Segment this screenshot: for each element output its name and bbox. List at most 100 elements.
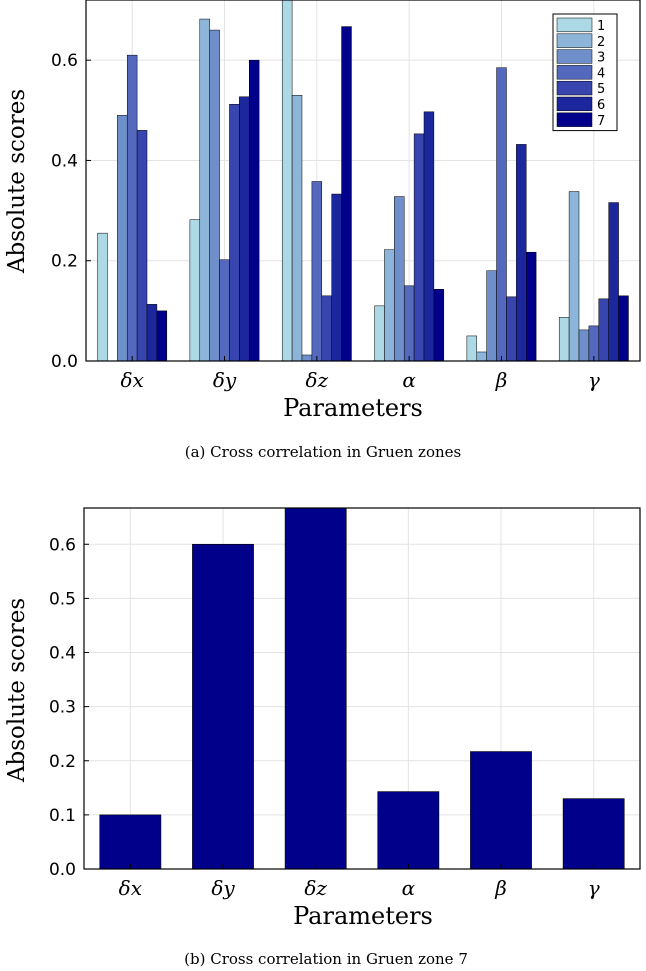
chart-a-bar-zone-2 [291, 95, 303, 362]
b-ytick-label: 0.0 [49, 860, 76, 880]
chart-a-bar-zone-2 [476, 351, 487, 362]
chart-a-bar-zone-6 [608, 202, 619, 362]
chart-a-bar-zone-3 [486, 270, 497, 362]
chart-b-y-axis-label: Absolute scores [4, 598, 30, 783]
a-xtick-label: δz [306, 368, 329, 392]
chart-a-x-ticks: δx δy δz α β γ [121, 356, 600, 392]
chart-b-gridlines [84, 508, 640, 870]
chart-a-legend-label-7: 7 [597, 114, 605, 129]
chart-a-bar-zone-1 [97, 232, 108, 362]
chart-a-bar-zone-2 [568, 191, 580, 362]
chart-a-bar-zone-7 [341, 26, 352, 362]
chart-a-caption: (a) Cross correlation in Gruen zones [185, 443, 461, 461]
b-ytick-label: 0.2 [49, 752, 76, 772]
chart-a-bar-zone-1 [281, 0, 293, 362]
chart-a-y-axis-label: Absolute scores [4, 89, 30, 274]
chart-a-bar-zone-3 [209, 29, 220, 362]
chart-a-legend-label-6: 6 [597, 98, 605, 113]
chart-a-bar-zone-4 [126, 54, 138, 362]
chart-a-bar-zone-7 [156, 310, 168, 362]
chart-a-bar-zone-5 [321, 295, 332, 362]
a-ytick-label: 0.0 [51, 352, 78, 372]
a-ytick-label: 0.4 [51, 151, 78, 171]
chart-a-legend-swatch-5 [556, 80, 593, 96]
chart-a-bar-zone-4 [403, 285, 415, 362]
chart-a-bar-zone-6 [146, 304, 158, 362]
chart-a-legend-label-2: 2 [597, 35, 605, 50]
chart-a-bar-zone-5 [598, 298, 609, 362]
chart-a-bar-zone-1 [189, 219, 201, 362]
chart-a-bar-zone-4 [588, 325, 600, 362]
chart-a-bar-zone-6 [239, 96, 250, 362]
chart-a-bar-zone-5 [136, 130, 148, 362]
chart-b-gruen-zone-7: 0.0 0.1 0.2 0.3 0.4 0.5 0.6 δx δy δz α β γ Paramete… [4, 507, 641, 968]
chart-a-bar-zone-3 [117, 115, 128, 362]
chart-b-bar [470, 751, 532, 870]
chart-b-bar [192, 543, 254, 870]
chart-b-caption: (b) Cross correlation in Gruen zone 7 [184, 950, 468, 968]
b-ytick-label: 0.3 [49, 698, 76, 718]
chart-a-legend-swatch-1 [556, 17, 593, 33]
chart-a-bar-zone-2 [199, 18, 210, 362]
chart-a-bars [97, 0, 629, 362]
a-xtick-label: β [495, 368, 508, 392]
chart-a-bar-zone-6 [423, 111, 435, 362]
chart-a-bar-zone-7 [525, 251, 537, 362]
b-ytick-label: 0.4 [49, 644, 76, 664]
chart-a-bar-zone-5 [413, 133, 425, 362]
chart-b-bar [562, 798, 625, 870]
chart-a-bar-zone-7 [618, 295, 629, 362]
chart-a-bar-zone-1 [558, 317, 570, 362]
chart-b-y-ticks: 0.0 0.1 0.2 0.3 0.4 0.5 0.6 [49, 535, 89, 880]
chart-a-legend-swatch-7 [556, 112, 593, 127]
b-ytick-label: 0.5 [49, 589, 76, 609]
chart-a-bar-zone-7 [433, 289, 445, 362]
chart-a-x-axis-label: Parameters [283, 394, 423, 422]
b-xtick-label: δx [119, 876, 142, 900]
chart-a-bar-zone-6 [331, 193, 342, 362]
a-ytick-label: 0.6 [51, 51, 78, 71]
a-xtick-label: δx [121, 368, 144, 392]
chart-a-bar-zone-3 [301, 354, 313, 362]
b-xtick-label: β [494, 876, 507, 900]
b-ytick-label: 0.1 [49, 806, 76, 826]
chart-a-plot-frame [85, 0, 641, 362]
chart-a-bar-zone-3 [394, 196, 405, 362]
chart-b-x-ticks: δx δy δz α β γ [119, 864, 600, 900]
chart-a-legend-label-5: 5 [597, 82, 605, 97]
chart-a-legend-label-1: 1 [597, 19, 605, 34]
chart-a-bar-zone-3 [578, 329, 590, 362]
chart-a-bar-zone-6 [516, 144, 527, 362]
chart-a-bar-zone-1 [466, 335, 478, 362]
chart-b-bars [99, 507, 625, 870]
chart-a-bar-zone-5 [506, 296, 517, 362]
chart-a-bar-zone-4 [219, 259, 230, 362]
chart-a-bar-zone-1 [374, 305, 385, 362]
chart-a-bar-zone-4 [496, 67, 507, 362]
a-xtick-label: γ [588, 368, 600, 392]
chart-b-bar [377, 791, 440, 870]
a-xtick-label: δy [213, 368, 237, 392]
chart-b-x-axis-label: Parameters [293, 902, 433, 930]
chart-b-bar [99, 814, 162, 870]
chart-a-bar-zone-5 [229, 104, 240, 362]
chart-a-bar-zone-4 [311, 181, 323, 362]
chart-a-legend-label-3: 3 [597, 51, 605, 66]
chart-a-legend-swatch-3 [556, 49, 593, 64]
chart-a-legend-swatch-2 [556, 33, 593, 48]
chart-b-plot-frame [83, 507, 641, 870]
chart-a-legend-swatch-4 [556, 65, 593, 80]
chart-a-legend-swatch-6 [556, 96, 593, 112]
chart-a-y-ticks: 0.0 0.2 0.4 0.6 [51, 51, 91, 372]
chart-a-bar-zone-2 [384, 249, 395, 362]
chart-a-bar-zone-7 [248, 59, 260, 362]
a-xtick-label: α [402, 368, 416, 392]
a-ytick-label: 0.2 [51, 252, 78, 272]
b-xtick-label: δy [211, 876, 235, 900]
b-xtick-label: δz [304, 876, 327, 900]
chart-a-legend-label-4: 4 [597, 66, 605, 81]
b-ytick-label: 0.6 [49, 535, 76, 555]
